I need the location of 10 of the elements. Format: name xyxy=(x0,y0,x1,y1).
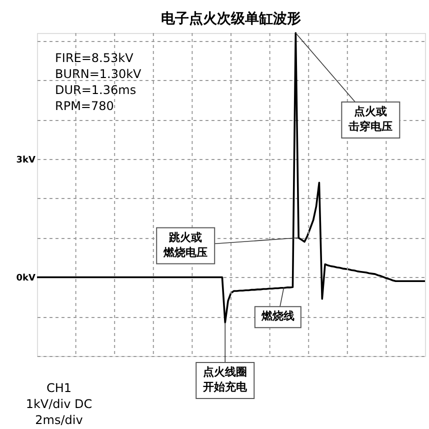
y-tick-label: 3kV xyxy=(16,156,36,166)
annotation: 燃烧线 xyxy=(260,310,294,323)
y-tick-label: 0kV xyxy=(16,274,36,284)
text: CH1 1kV/div DC 2ms/div xyxy=(26,381,92,427)
line-series xyxy=(36,32,426,324)
annotation: 点火或击穿电压 xyxy=(348,105,393,133)
chart-title: 电子点火次级单缸波形 xyxy=(161,11,301,28)
annotation: 点火线圈开始充电 xyxy=(202,366,248,394)
annotation: 跳火或燃烧电压 xyxy=(162,230,208,259)
annotation: FIRE=8.53kV BURN=1.30kV DUR=1.36ms RPM=780 xyxy=(55,51,142,113)
